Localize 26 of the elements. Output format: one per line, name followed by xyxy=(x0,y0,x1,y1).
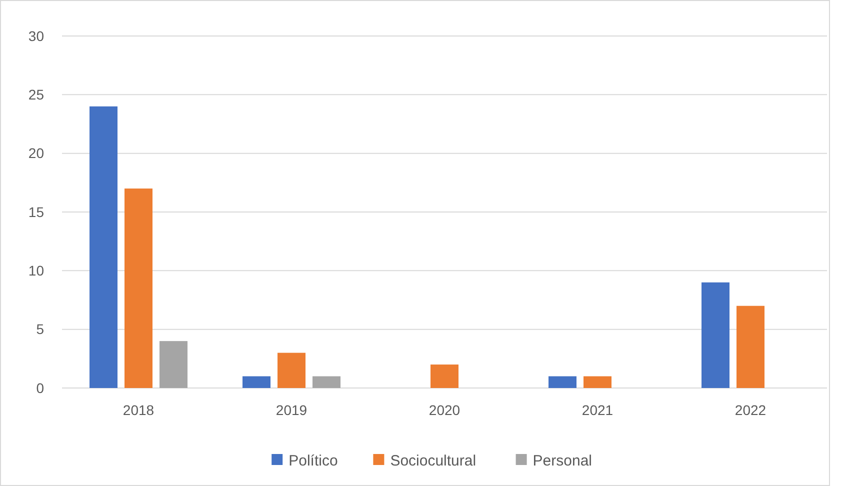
bar xyxy=(90,106,118,388)
x-tick-label: 2018 xyxy=(122,402,154,418)
bar xyxy=(160,341,188,388)
x-tick-label: 2019 xyxy=(276,402,308,418)
y-tick-label: 30 xyxy=(28,28,44,44)
legend-label: Personal xyxy=(532,452,592,470)
y-tick-label: 5 xyxy=(36,321,44,338)
legend-label: Sociocultural xyxy=(390,452,476,470)
legend-label: Político xyxy=(288,452,338,470)
bar xyxy=(278,352,306,388)
x-tick-label: 2020 xyxy=(428,402,460,418)
y-tick-label: 25 xyxy=(28,86,44,103)
y-tick-label: 20 xyxy=(28,145,44,162)
x-tick-label: 2021 xyxy=(582,402,614,418)
bar xyxy=(124,188,152,388)
bar xyxy=(584,376,612,388)
bar xyxy=(736,306,764,388)
y-tick-label: 10 xyxy=(28,262,44,279)
bar xyxy=(548,376,576,388)
bar xyxy=(702,282,730,388)
y-tick-label: 0 xyxy=(36,380,44,396)
bar xyxy=(430,364,458,388)
x-tick-label: 2022 xyxy=(734,402,766,418)
y-tick-label: 15 xyxy=(28,204,44,220)
bar xyxy=(312,376,340,388)
bar xyxy=(242,376,270,388)
